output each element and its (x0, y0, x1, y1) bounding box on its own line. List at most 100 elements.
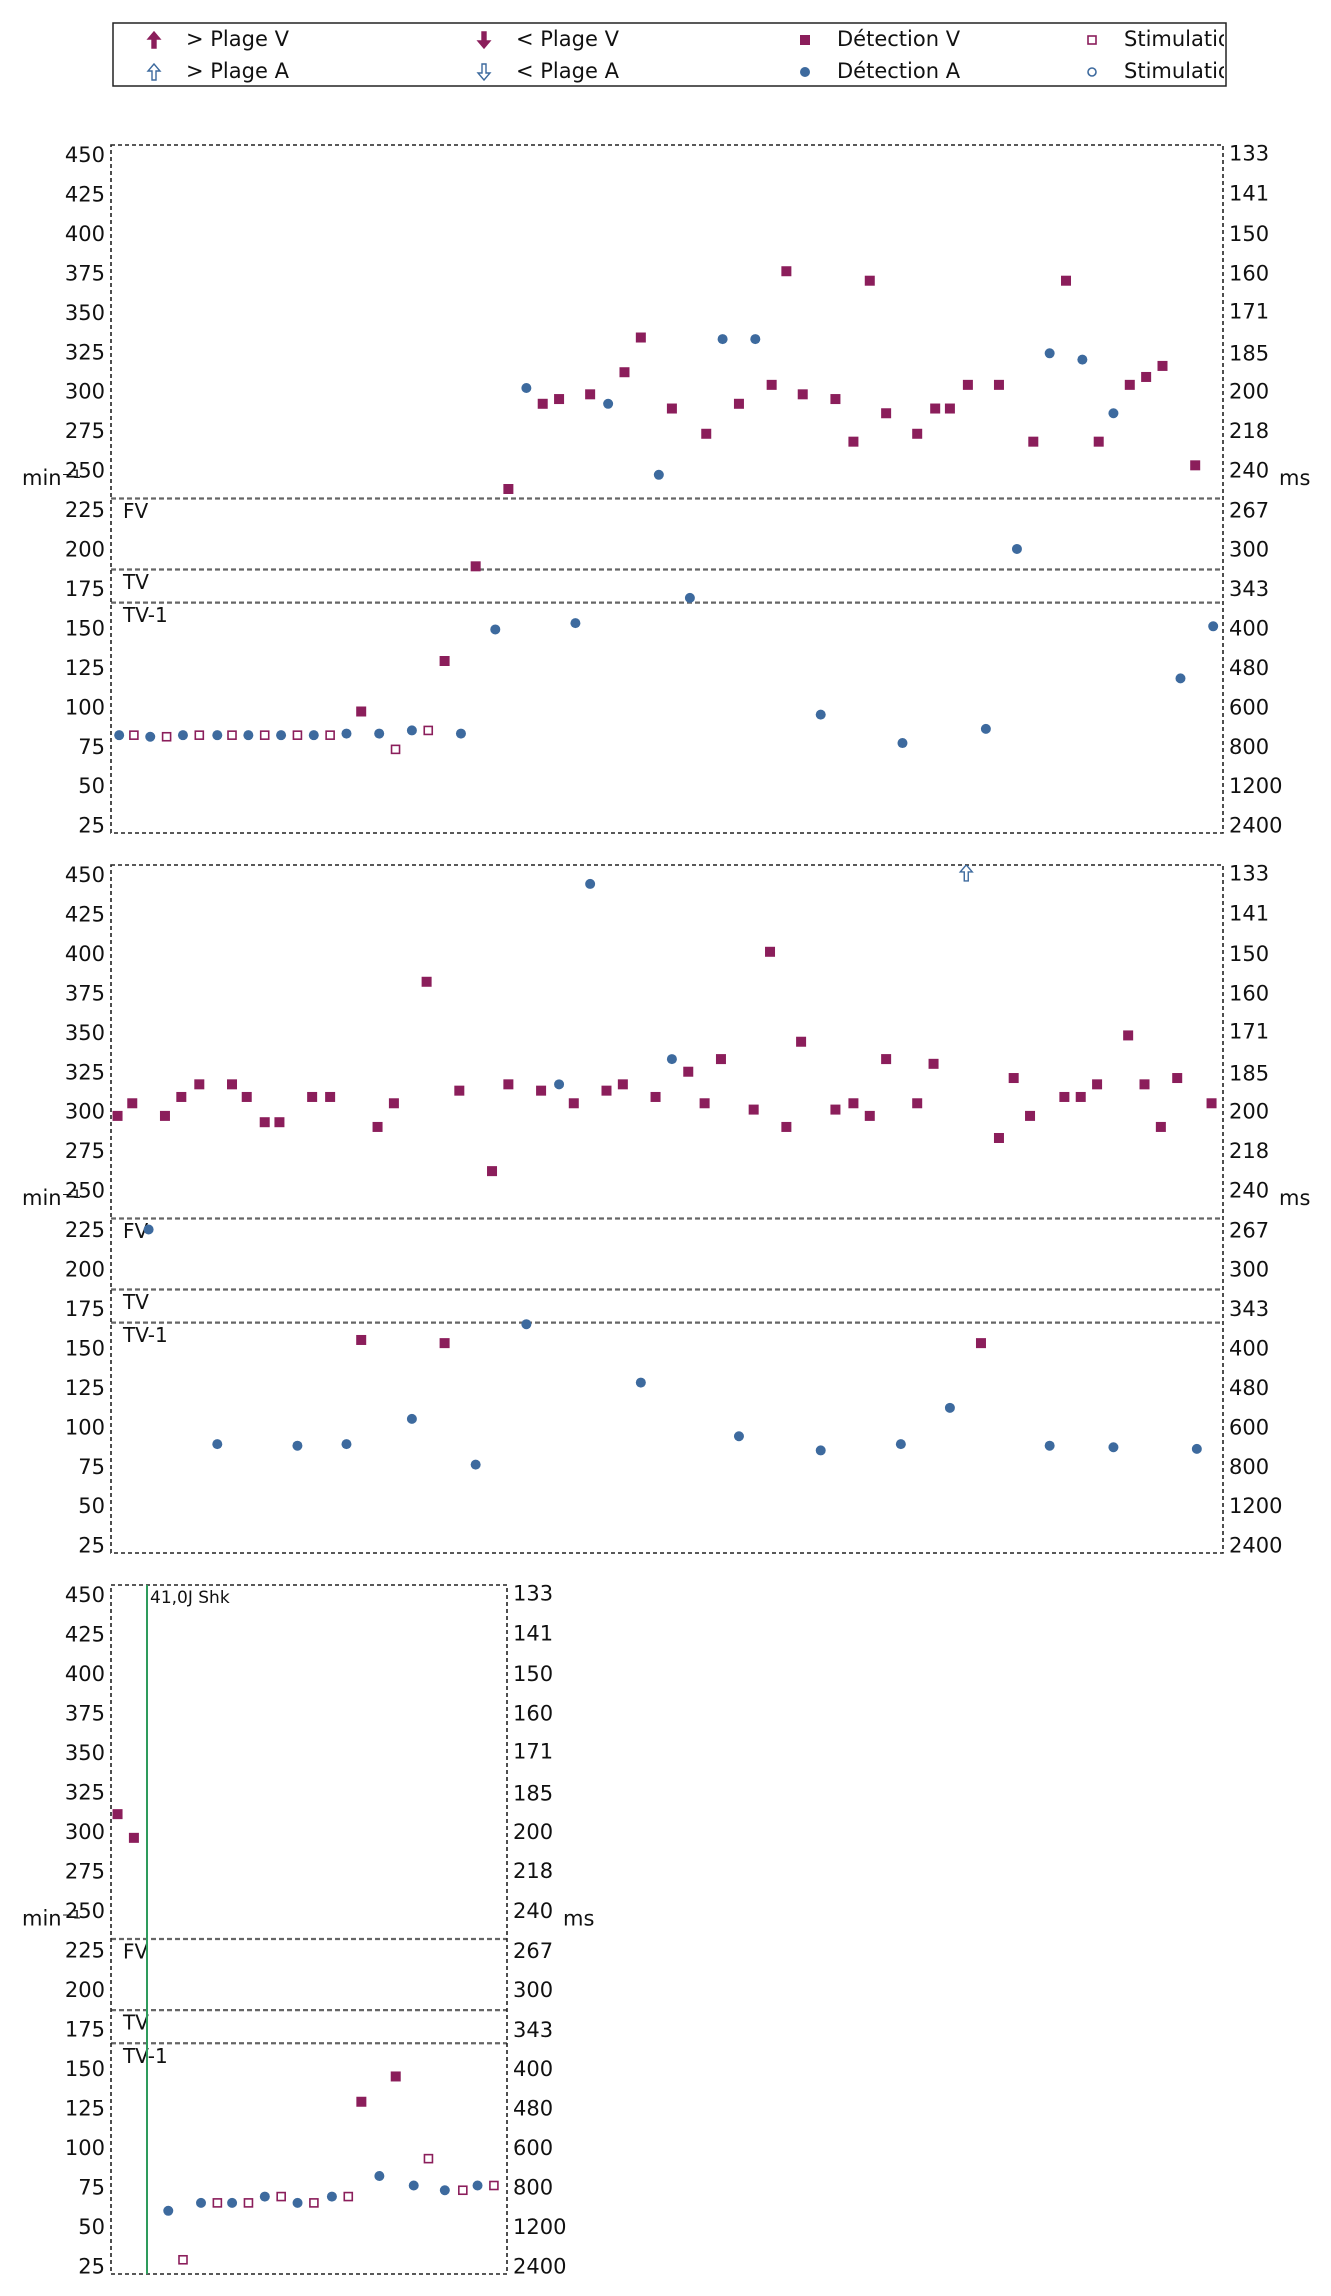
marker-circle (554, 1079, 565, 1090)
marker-square (112, 1110, 123, 1121)
marker-circle (212, 1439, 223, 1450)
y2-tick-label: 600 (1229, 1415, 1269, 1439)
y2-tick-label: 218 (1229, 1139, 1269, 1163)
marker-circle (308, 730, 319, 741)
y-tick-label: 325 (65, 340, 105, 364)
marker-square (390, 2071, 401, 2082)
marker-square (781, 1121, 792, 1132)
marker-square (439, 656, 450, 666)
y-tick-label: 450 (65, 863, 105, 887)
zone-label: FV (123, 1939, 149, 1963)
marker-circle (570, 618, 581, 629)
y2-tick-label: 141 (513, 1622, 553, 1646)
y-tick-label: 300 (65, 1820, 105, 1844)
marker-square (454, 1085, 465, 1096)
marker-square (1059, 1091, 1070, 1102)
y-tick-label: 75 (78, 1455, 105, 1479)
marker-square (1124, 379, 1135, 390)
zone-label: TV (122, 2011, 149, 2035)
legend: > Plage V < Plage V Détection V Stimulation… (146, 27, 1266, 83)
y-tick-label: 325 (65, 1781, 105, 1805)
marker-square (356, 1334, 367, 1345)
marker-circle (717, 334, 728, 345)
y2-tick-label: 150 (1229, 222, 1269, 246)
y2-tick-label: 150 (513, 1662, 553, 1686)
y2-tick-label: 343 (1229, 1297, 1269, 1321)
marker-circle (406, 725, 417, 736)
marker-square (881, 408, 892, 419)
marker-square (439, 1338, 450, 1349)
marker-circle (635, 1377, 646, 1388)
y2-tick-label: 400 (513, 2057, 553, 2081)
marker-circle (243, 730, 254, 741)
zone-label: TV-1 (122, 603, 168, 627)
marker-square (912, 428, 923, 439)
marker-circle (470, 1459, 481, 1470)
y-tick-label: 275 (65, 1139, 105, 1163)
y2-tick-label: 300 (1229, 538, 1269, 562)
y2-tick-label: 200 (1229, 1100, 1269, 1124)
marker-circle (1191, 1443, 1202, 1454)
marker-square (944, 403, 955, 414)
marker-square (128, 1832, 139, 1843)
marker-circle (603, 398, 614, 409)
marker-square (715, 1054, 726, 1065)
y-tick-label: 200 (65, 538, 105, 562)
marker-circle (521, 383, 532, 394)
y2-tick-label: 343 (513, 2018, 553, 2042)
y-tick-label: 100 (65, 2136, 105, 2160)
marker-square (848, 1098, 859, 1109)
legend-label: Stimulation A (1124, 59, 1266, 83)
y-tick-label: 375 (65, 1702, 105, 1726)
marker-circle (1044, 1440, 1055, 1451)
y-tick-label: 450 (65, 143, 105, 167)
y2-tick-label: 267 (1229, 499, 1269, 523)
marker-circle (374, 2171, 385, 2182)
y-tick-label: 200 (65, 1258, 105, 1282)
shock-label: 41,0J Shk (150, 1588, 230, 1608)
y2-tick-label: 480 (513, 2097, 553, 2121)
y-tick-label: 225 (65, 498, 105, 522)
y-tick-label: 150 (65, 1336, 105, 1360)
marker-square (127, 1098, 138, 1109)
marker-circle (1108, 408, 1119, 419)
y-tick-label: 350 (65, 301, 105, 325)
y2-tick-label: 133 (1229, 861, 1269, 885)
marker-circle (733, 1431, 744, 1442)
panel-border (110, 1584, 508, 2275)
y-tick-label: 25 (78, 1534, 105, 1558)
marker-square (1028, 436, 1039, 447)
marker-square (601, 1085, 612, 1096)
y2-tick-label: 800 (1229, 735, 1269, 759)
legend-label: Stimulation V (1124, 27, 1266, 51)
legend-label: < Plage V (516, 27, 620, 51)
marker-square-open (458, 2185, 468, 2196)
marker-square (701, 428, 712, 439)
marker-square (766, 379, 777, 390)
y2-tick-label: 141 (1229, 182, 1269, 206)
marker-square (733, 398, 744, 409)
marker-circle (684, 592, 695, 603)
marker-square (962, 379, 973, 390)
y2-tick-label: 600 (1229, 695, 1269, 719)
y2-axis-label: ms (1279, 1186, 1310, 1210)
y2-tick-label: 185 (513, 1782, 553, 1806)
y-tick-label: 450 (65, 1583, 105, 1607)
y2-tick-label: 240 (513, 1899, 553, 1923)
y-tick-label: 375 (65, 981, 105, 1005)
marker-square-open (178, 2254, 188, 2265)
y2-tick-label: 133 (1229, 141, 1269, 165)
marker-square (619, 367, 630, 378)
y2-tick-label: 141 (1229, 902, 1269, 926)
y-tick-label: 325 (65, 1060, 105, 1084)
y-tick-label: 250 (65, 1179, 105, 1203)
marker-circle (341, 1439, 352, 1450)
marker-square (307, 1091, 318, 1102)
marker-square (1075, 1091, 1086, 1102)
y-tick-label: 400 (65, 942, 105, 966)
marker-circle (521, 1319, 532, 1330)
marker-circle (114, 730, 125, 741)
marker-down-open (476, 63, 492, 82)
marker-circle (944, 1402, 955, 1413)
marker-circle (292, 2197, 303, 2208)
